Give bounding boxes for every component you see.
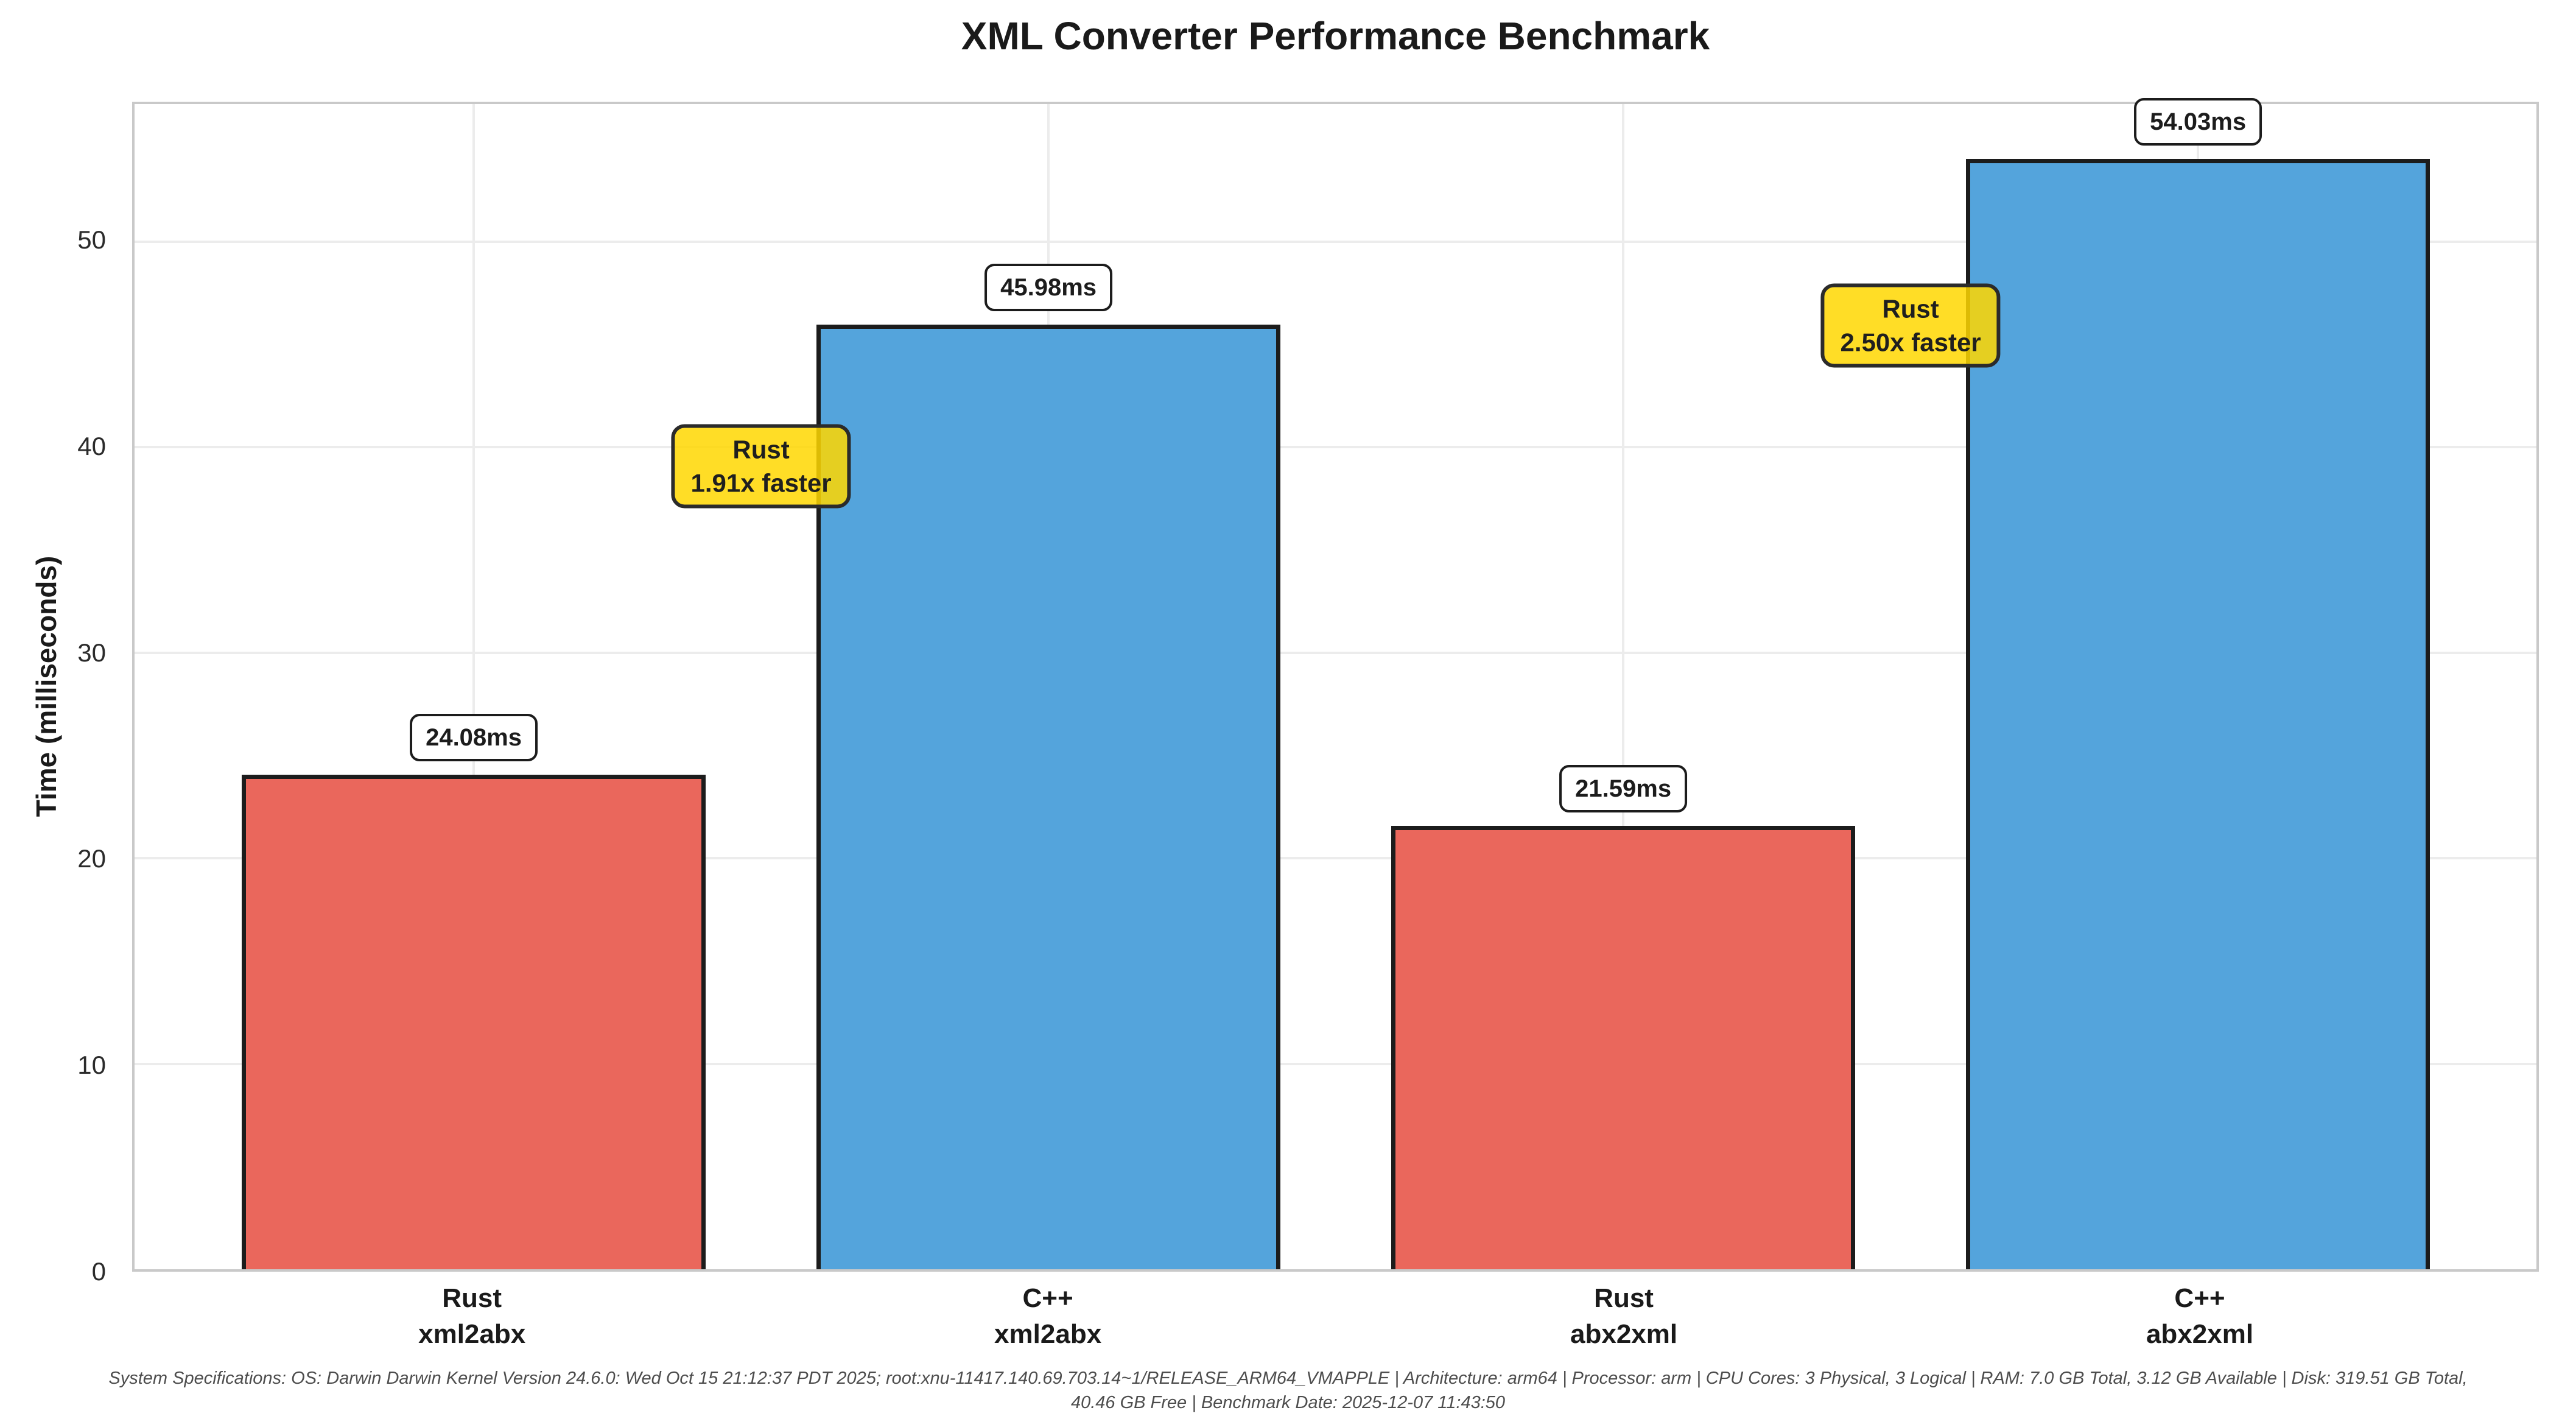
x-axis: Rust xml2abx C++ xml2abx Rust abx2xml C+… <box>132 1280 2539 1365</box>
y-axis: 0 10 20 30 40 50 <box>0 102 115 1284</box>
bar-cpp-abx2xml <box>1966 159 2430 1269</box>
horizontal-gridline <box>135 1062 2536 1065</box>
vertical-gridline <box>1622 104 1625 1269</box>
horizontal-gridline <box>135 857 2536 860</box>
x-tick-label: Rust xml2abx <box>418 1283 526 1350</box>
vertical-gridline <box>472 104 476 1269</box>
y-tick-label: 10 <box>77 1051 106 1080</box>
bar-value-label: 21.59ms <box>1559 764 1688 812</box>
x-tick-label: C++ abx2xml <box>2146 1283 2254 1350</box>
bar-rust-abx2xml <box>1391 825 1855 1269</box>
speedup-annotation-xml2abx: Rust 1.91x faster <box>671 424 851 509</box>
horizontal-gridline <box>135 651 2536 654</box>
plot-area: 24.08ms 45.98ms 21.59ms 54.03ms Rust 1.9… <box>132 98 2539 1272</box>
bar-cpp-xml2abx <box>816 324 1280 1269</box>
x-tick-label: C++ xml2abx <box>994 1283 1102 1350</box>
horizontal-gridline <box>135 241 2536 244</box>
y-tick-label: 20 <box>77 844 106 873</box>
y-tick-label: 50 <box>77 225 106 254</box>
footer-line-2: 40.46 GB Free | Benchmark Date: 2025-12-… <box>1070 1393 1506 1413</box>
y-tick-label: 30 <box>77 638 106 667</box>
bar-rust-xml2abx <box>242 774 706 1269</box>
bar-value-label: 54.03ms <box>2134 98 2262 146</box>
x-tick-label: Rust abx2xml <box>1570 1283 1678 1350</box>
horizontal-gridline <box>135 446 2536 449</box>
bar-value-label: 45.98ms <box>984 263 1113 311</box>
bar-value-label: 24.08ms <box>410 713 538 761</box>
speedup-annotation-abx2xml: Rust 2.50x faster <box>1820 283 2001 368</box>
system-specs-footer: System Specifications: OS: Darwin Darwin… <box>0 1366 2576 1415</box>
y-tick-label: 0 <box>91 1257 106 1286</box>
footer-line-1: System Specifications: OS: Darwin Darwin… <box>108 1369 2468 1388</box>
y-tick-label: 40 <box>77 431 106 460</box>
chart-title: XML Converter Performance Benchmark <box>961 14 1710 58</box>
